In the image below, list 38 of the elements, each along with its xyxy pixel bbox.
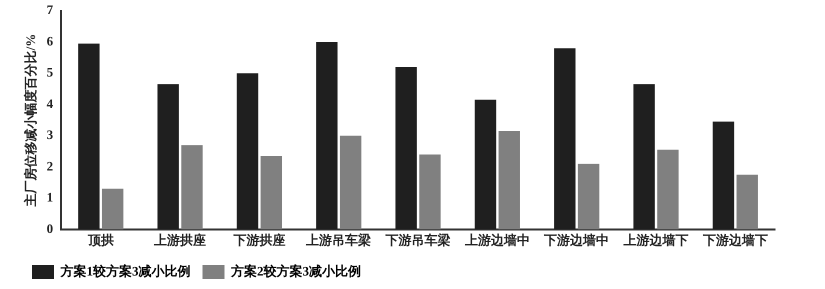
bar — [395, 67, 417, 230]
x-tick-label: 顶拱 — [86, 232, 114, 248]
bar — [236, 73, 258, 230]
bar — [474, 100, 496, 230]
bar — [578, 164, 600, 230]
legend-label: 方案2较方案3减小比例 — [230, 263, 361, 278]
bar — [419, 154, 441, 230]
y-tick-label: 0 — [46, 220, 54, 236]
y-tick-label: 3 — [46, 127, 54, 142]
bar — [712, 122, 734, 230]
bar — [181, 145, 203, 230]
bar — [498, 131, 520, 230]
bar — [633, 84, 655, 230]
legend-label: 方案1较方案3减小比例 — [60, 263, 190, 278]
x-tick-label: 下游吊车梁 — [384, 232, 451, 248]
bar — [657, 150, 679, 230]
bar — [102, 188, 124, 230]
x-tick-label: 上游吊车梁 — [305, 232, 372, 248]
y-tick-label: 1 — [46, 190, 54, 205]
y-axis-title: 主厂房位移减小幅度百分比/% — [23, 34, 38, 208]
bar — [78, 44, 100, 230]
bar — [736, 174, 758, 230]
x-tick-label: 下游边墙下 — [702, 232, 768, 248]
x-tick-label: 上游边墙中 — [464, 232, 530, 248]
x-tick-label: 下游拱座 — [232, 232, 286, 248]
y-tick-label: 4 — [46, 96, 54, 111]
bar — [340, 136, 362, 230]
y-tick-label: 7 — [46, 2, 54, 18]
bar — [260, 156, 282, 230]
bar — [554, 48, 576, 230]
bar — [157, 84, 179, 230]
x-tick-label: 上游边墙下 — [622, 232, 689, 248]
bar — [316, 42, 338, 230]
x-tick-label: 上游拱座 — [153, 232, 206, 248]
y-tick-label: 5 — [46, 64, 54, 80]
y-tick-label: 6 — [46, 33, 54, 48]
y-tick-label: 2 — [46, 158, 54, 174]
x-tick-label: 下游边墙中 — [543, 232, 610, 248]
